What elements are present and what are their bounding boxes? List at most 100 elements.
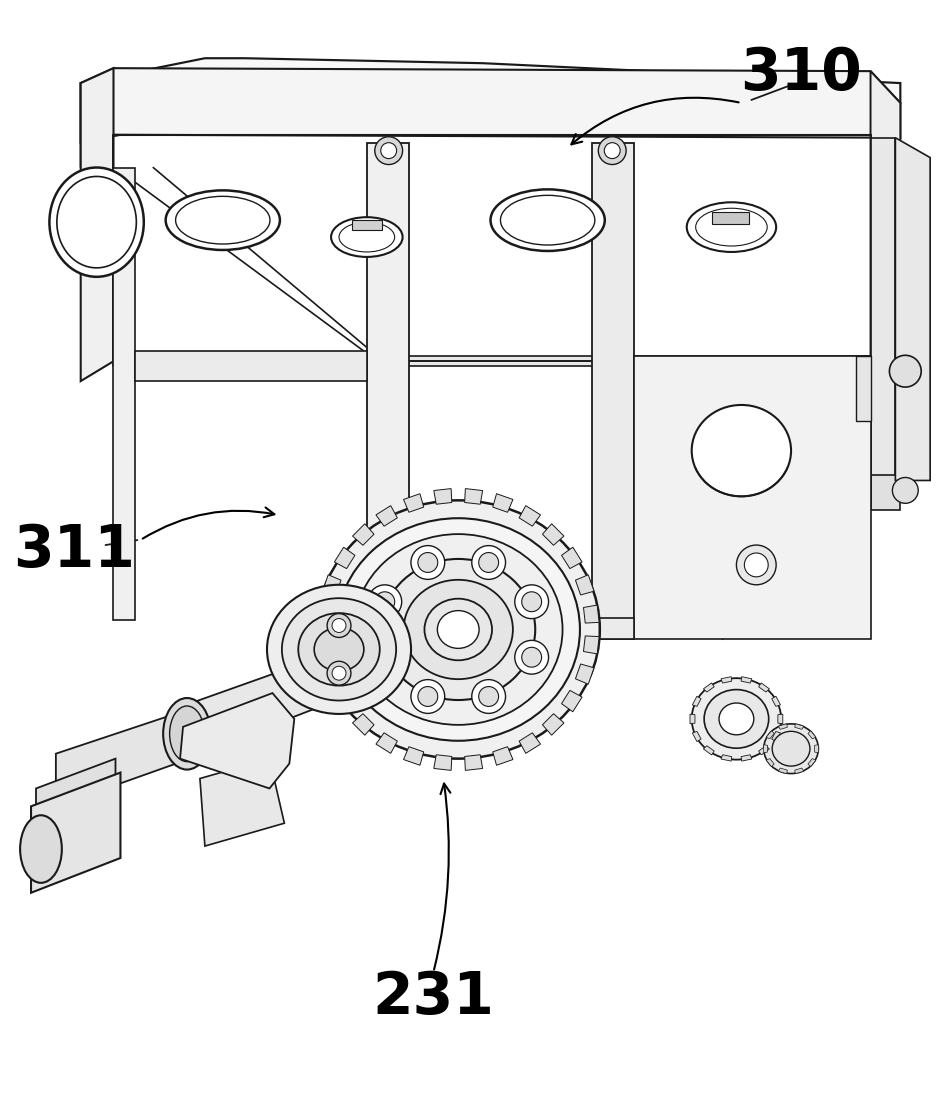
Ellipse shape (50, 168, 144, 277)
Polygon shape (741, 676, 752, 683)
Polygon shape (81, 58, 901, 142)
Ellipse shape (719, 703, 754, 735)
Ellipse shape (337, 518, 580, 741)
Polygon shape (772, 731, 781, 741)
Text: 231: 231 (372, 968, 494, 1026)
Polygon shape (465, 754, 483, 770)
Circle shape (522, 647, 542, 667)
Ellipse shape (404, 580, 513, 679)
Polygon shape (352, 714, 374, 736)
Polygon shape (317, 636, 333, 654)
Polygon shape (759, 746, 769, 754)
Polygon shape (404, 494, 424, 512)
Polygon shape (856, 356, 870, 421)
Polygon shape (434, 489, 452, 504)
Ellipse shape (298, 613, 380, 686)
Polygon shape (543, 524, 564, 545)
Polygon shape (367, 618, 634, 640)
FancyArrowPatch shape (143, 507, 274, 538)
Polygon shape (575, 575, 594, 595)
Polygon shape (766, 731, 774, 739)
Ellipse shape (490, 190, 605, 251)
Ellipse shape (692, 405, 791, 496)
Circle shape (418, 553, 438, 572)
Ellipse shape (437, 611, 479, 649)
Ellipse shape (331, 217, 403, 257)
Ellipse shape (704, 689, 768, 748)
Circle shape (327, 662, 351, 685)
Polygon shape (404, 747, 424, 765)
Polygon shape (634, 356, 870, 640)
Polygon shape (367, 142, 408, 630)
Ellipse shape (163, 698, 210, 770)
Ellipse shape (425, 599, 492, 661)
Circle shape (892, 478, 919, 503)
Polygon shape (562, 690, 582, 711)
Polygon shape (690, 714, 695, 724)
Circle shape (381, 142, 397, 159)
Polygon shape (704, 683, 714, 692)
Ellipse shape (764, 724, 819, 773)
Polygon shape (519, 732, 541, 753)
Circle shape (411, 679, 445, 714)
Polygon shape (584, 636, 599, 654)
Polygon shape (352, 221, 382, 231)
Polygon shape (317, 606, 333, 623)
Polygon shape (772, 696, 781, 706)
Polygon shape (36, 759, 115, 868)
Polygon shape (711, 212, 749, 224)
Circle shape (737, 545, 776, 585)
Polygon shape (795, 768, 803, 773)
Text: 311: 311 (12, 522, 134, 578)
Polygon shape (870, 475, 901, 511)
Circle shape (598, 137, 626, 164)
Circle shape (744, 553, 768, 577)
Polygon shape (56, 709, 190, 806)
Ellipse shape (314, 628, 364, 672)
Polygon shape (334, 690, 355, 711)
Polygon shape (562, 547, 582, 569)
FancyArrowPatch shape (571, 98, 739, 144)
Polygon shape (543, 714, 564, 736)
FancyArrowPatch shape (434, 783, 450, 970)
Circle shape (472, 679, 506, 714)
Circle shape (479, 686, 499, 706)
Polygon shape (704, 746, 714, 754)
Polygon shape (592, 142, 634, 640)
Polygon shape (113, 356, 870, 366)
Polygon shape (779, 724, 787, 729)
Polygon shape (766, 759, 774, 767)
Circle shape (375, 647, 395, 667)
Polygon shape (493, 494, 513, 512)
Circle shape (515, 585, 548, 619)
Ellipse shape (317, 501, 600, 759)
Polygon shape (778, 714, 783, 724)
Polygon shape (764, 745, 767, 752)
Polygon shape (323, 664, 341, 684)
Ellipse shape (692, 678, 782, 760)
Polygon shape (815, 745, 819, 752)
Polygon shape (692, 696, 701, 706)
Polygon shape (741, 754, 752, 761)
Polygon shape (465, 489, 483, 504)
Circle shape (889, 355, 922, 387)
Polygon shape (575, 664, 594, 684)
Circle shape (479, 553, 499, 572)
Polygon shape (200, 759, 285, 846)
Polygon shape (81, 68, 113, 382)
Circle shape (332, 666, 346, 681)
Ellipse shape (772, 731, 810, 767)
Text: 310: 310 (740, 44, 862, 101)
Polygon shape (376, 505, 397, 526)
Polygon shape (584, 606, 599, 623)
Polygon shape (113, 168, 135, 620)
Circle shape (515, 641, 548, 674)
Circle shape (332, 619, 346, 632)
Polygon shape (493, 747, 513, 765)
Polygon shape (180, 660, 314, 761)
Polygon shape (323, 575, 341, 595)
Ellipse shape (686, 202, 776, 251)
Polygon shape (896, 138, 930, 481)
Circle shape (367, 641, 402, 674)
Circle shape (522, 592, 542, 612)
